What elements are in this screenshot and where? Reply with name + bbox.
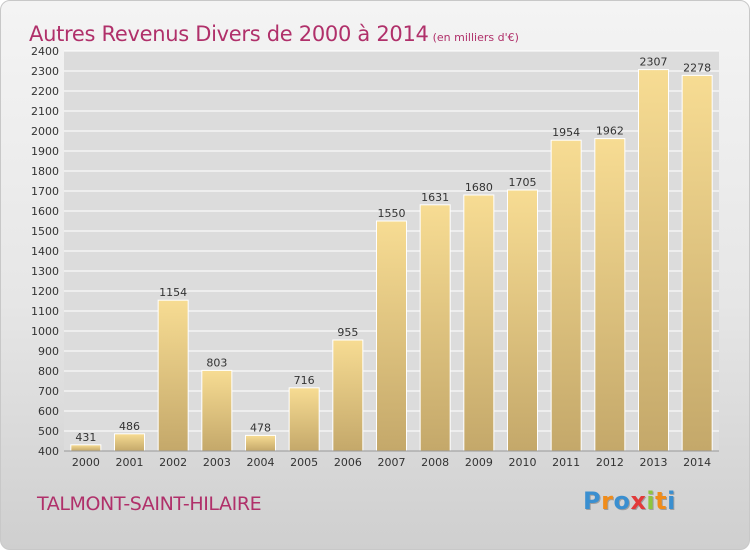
y-tick-label: 1500 (31, 225, 59, 238)
y-tick-label: 2000 (31, 125, 59, 138)
bar (681, 74, 713, 452)
bar (507, 189, 538, 452)
y-tick-label: 1200 (31, 285, 59, 298)
chart-title: Autres Revenus Divers de 2000 à 2014 (en … (29, 11, 519, 49)
y-tick-label: 800 (38, 365, 59, 378)
x-tick-label: 2005 (290, 456, 318, 469)
y-tick-label: 1000 (31, 325, 59, 338)
proxiti-logo: Proxiti (583, 487, 676, 515)
x-tick-label: 2012 (596, 456, 624, 469)
bar (70, 444, 102, 452)
y-tick-label: 2100 (31, 105, 59, 118)
data-label: 1550 (378, 207, 406, 220)
x-tick-label: 2011 (552, 456, 580, 469)
x-tick-label: 2010 (509, 456, 537, 469)
logo-letter: P (583, 487, 602, 515)
x-tick-label: 2007 (378, 456, 406, 469)
y-tick-label: 2300 (31, 65, 59, 78)
x-tick-label: 2000 (72, 456, 100, 469)
y-tick-label: 400 (38, 445, 59, 458)
y-tick-label: 1900 (31, 145, 59, 158)
x-tick-label: 2004 (247, 456, 275, 469)
x-tick-label: 2002 (159, 456, 187, 469)
y-tick-label: 2200 (31, 85, 59, 98)
bar (550, 139, 582, 452)
data-label: 478 (250, 421, 271, 434)
bar (594, 138, 626, 452)
y-tick-label: 1700 (31, 185, 59, 198)
y-tick-label: 600 (38, 405, 59, 418)
data-label: 803 (206, 356, 227, 369)
bar (419, 204, 451, 452)
bar (201, 369, 233, 452)
y-tick-label: 1400 (31, 245, 59, 258)
y-tick-label: 700 (38, 385, 59, 398)
data-label: 1631 (421, 191, 449, 204)
data-label: 1705 (509, 176, 537, 189)
title-text: Autres Revenus Divers de 2000 à 2014 (29, 22, 429, 46)
data-label: 1962 (596, 125, 624, 138)
bar (114, 433, 145, 452)
data-label: 955 (337, 326, 358, 339)
x-tick-label: 2008 (421, 456, 449, 469)
data-label: 716 (294, 374, 315, 387)
bar (638, 69, 669, 452)
data-label: 2307 (640, 56, 668, 69)
logo-letter: o (613, 487, 631, 515)
logo-letter: t (655, 487, 668, 515)
x-tick-label: 2003 (203, 456, 231, 469)
y-tick-label: 1800 (31, 165, 59, 178)
bar (288, 387, 320, 452)
data-label: 431 (75, 431, 96, 444)
location-label: TALMONT-SAINT-HILAIRE (37, 493, 262, 515)
y-tick-label: 900 (38, 345, 59, 358)
data-label: 486 (119, 420, 140, 433)
y-tick-label: 1600 (31, 205, 59, 218)
unit-label: (en milliers d'€) (432, 31, 519, 44)
y-tick-label: 1100 (31, 305, 59, 318)
x-tick-label: 2006 (334, 456, 362, 469)
logo-letter: r (601, 487, 614, 515)
y-tick-label: 1300 (31, 265, 59, 278)
bar (332, 339, 364, 452)
logo-letter: i (646, 487, 656, 515)
bar (376, 220, 407, 452)
data-label: 1154 (159, 286, 187, 299)
bar (245, 434, 276, 452)
x-tick-label: 2014 (683, 456, 711, 469)
x-tick-label: 2013 (640, 456, 668, 469)
bar (463, 194, 495, 452)
data-label: 1954 (552, 126, 580, 139)
logo-letter: i (667, 487, 676, 515)
x-tick-label: 2001 (116, 456, 144, 469)
logo-letter: x (630, 487, 647, 515)
data-label: 1680 (465, 181, 493, 194)
x-tick-label: 2009 (465, 456, 493, 469)
y-tick-label: 2400 (31, 45, 59, 58)
y-tick-label: 500 (38, 425, 59, 438)
bar (157, 299, 189, 452)
data-label: 2278 (683, 61, 711, 74)
